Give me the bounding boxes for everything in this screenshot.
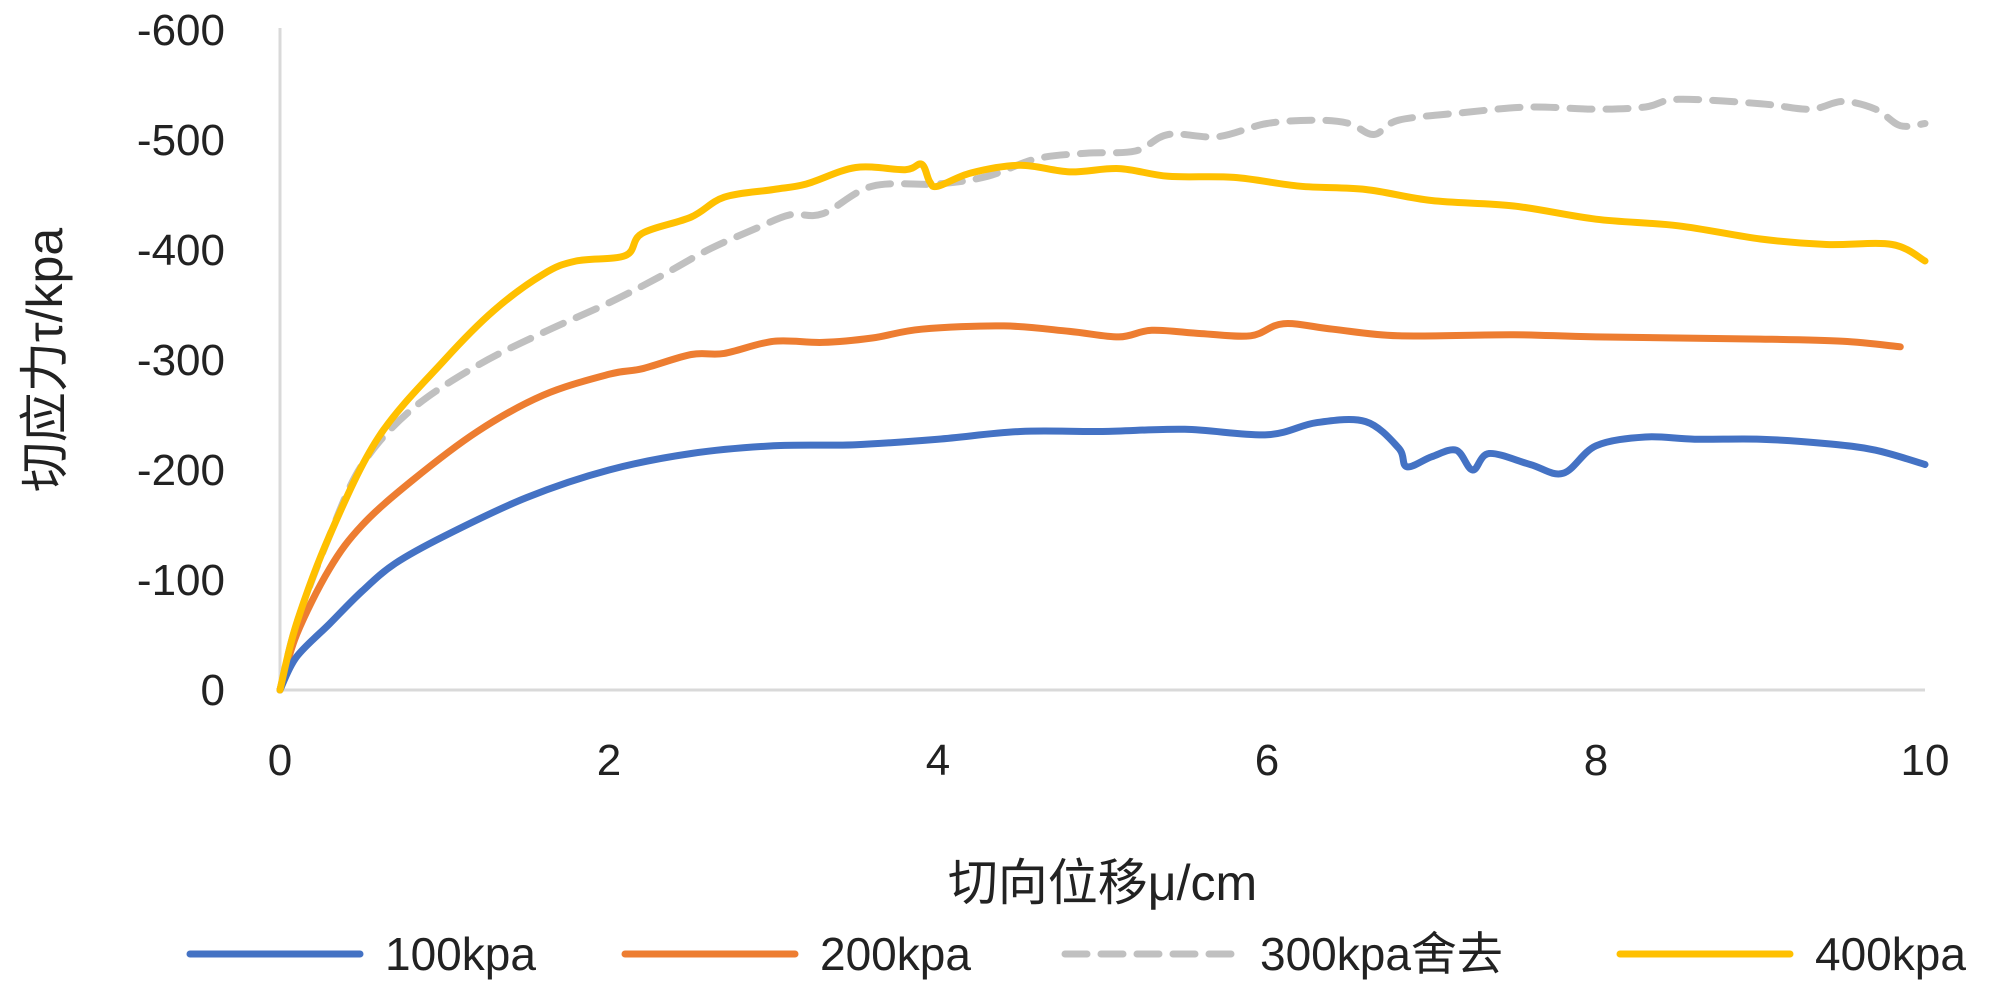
legend-label: 400kpa: [1815, 928, 1966, 980]
x-tick-label: 6: [1255, 736, 1279, 785]
x-tick-label: 2: [597, 736, 621, 785]
series-line-100kpa: [276, 416, 1929, 694]
legend-label: 100kpa: [385, 928, 536, 980]
y-tick-label: -100: [137, 556, 225, 605]
x-tick-label: 10: [1901, 736, 1950, 785]
y-tick-label: -500: [137, 116, 225, 165]
series-line-400kpa: [276, 160, 1929, 694]
y-tick-label: -600: [137, 6, 225, 55]
x-tick-label: 0: [268, 736, 292, 785]
x-axis-title: 切向位移μ/cm: [948, 855, 1257, 911]
y-tick-label: -400: [137, 226, 225, 275]
y-tick-label: -300: [137, 336, 225, 385]
y-tick-label: 0: [201, 666, 225, 715]
y-tick-label: -200: [137, 446, 225, 495]
series-line-200kpa: [276, 320, 1904, 694]
x-tick-label: 4: [926, 736, 950, 785]
legend-label: 300kpa舍去: [1260, 928, 1503, 980]
x-tick-label: 8: [1584, 736, 1608, 785]
legend-label: 200kpa: [820, 928, 971, 980]
y-axis-title: 切应力τ/kpa: [17, 228, 73, 492]
series-line-300kpa: [276, 95, 1929, 694]
